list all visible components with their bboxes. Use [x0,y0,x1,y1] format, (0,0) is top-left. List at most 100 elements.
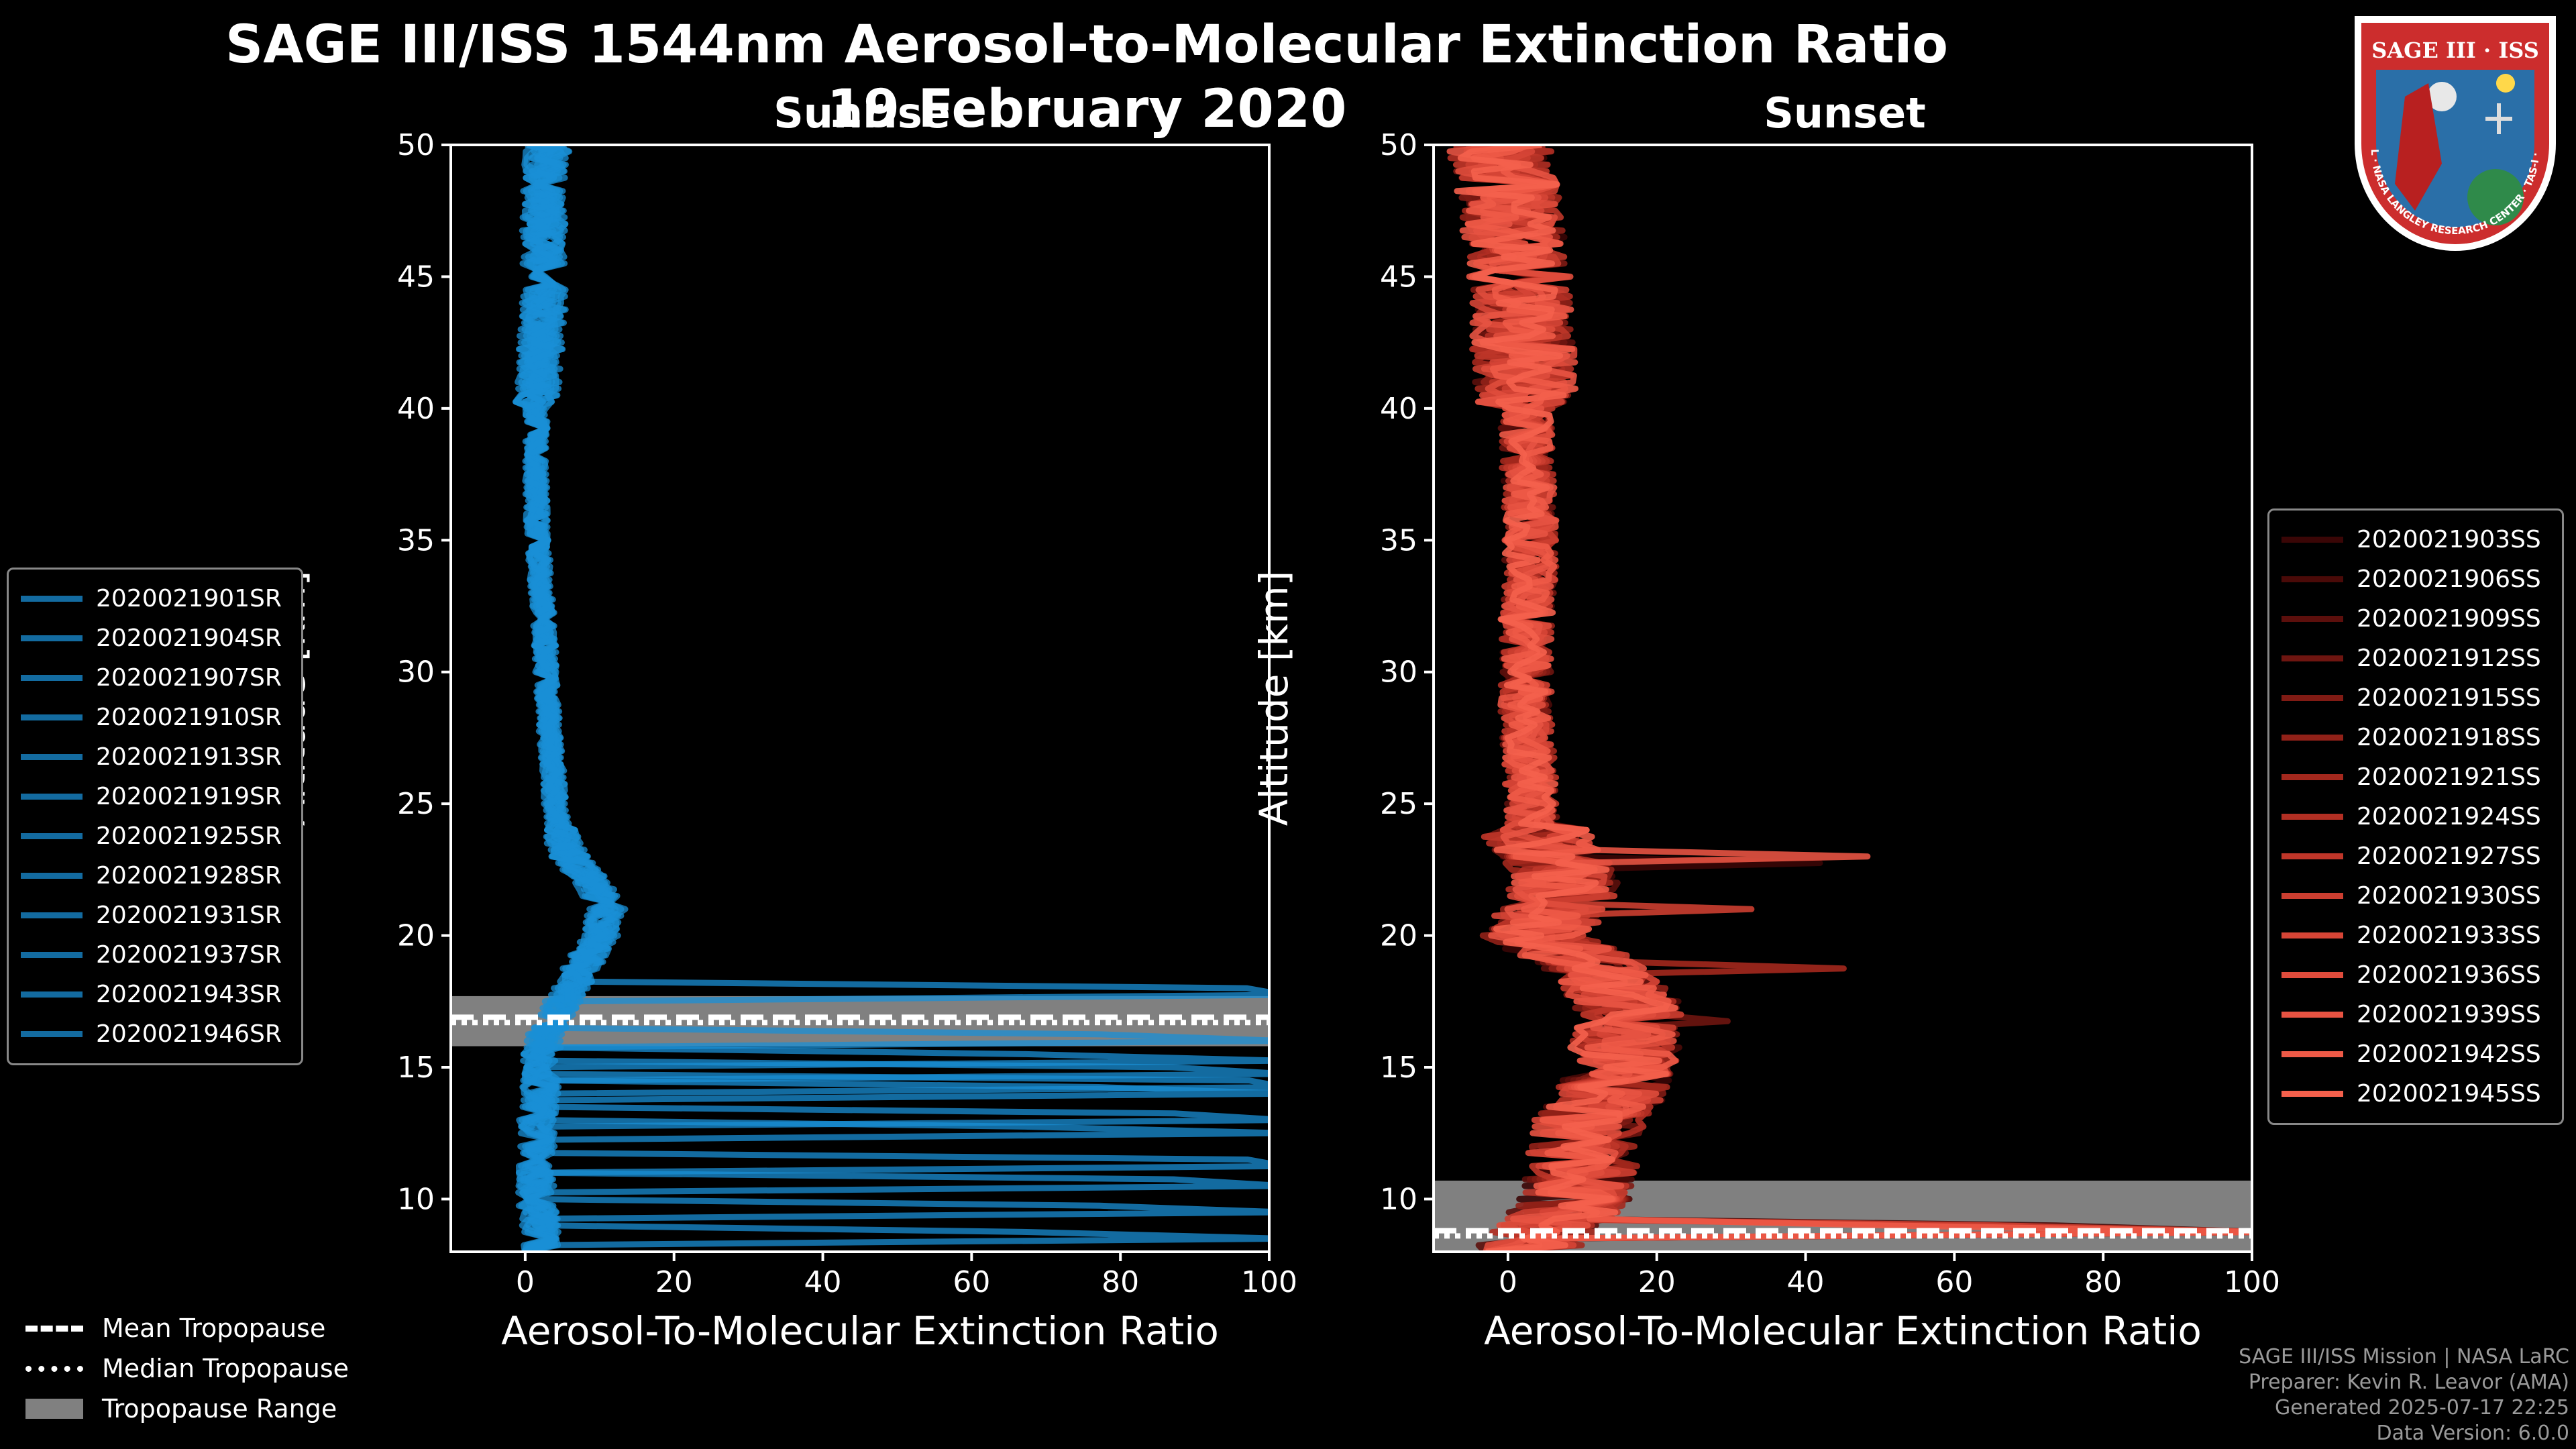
plot-frame [1432,144,2253,1253]
legend-median-tropopause-label: Median Tropopause [102,1354,349,1383]
legend-item-2020021943SR: 2020021943SR [21,975,289,1014]
series-line-2020021942SS [1464,145,2252,1252]
legend-swatch [21,635,83,641]
legend-swatch [2282,814,2343,820]
main-title: SAGE III/ISS 1544nm Aerosol-to-Molecular… [225,15,1948,75]
legend-swatch [2282,853,2343,859]
y-tick-label: 40 [1380,392,1417,426]
sunset-legend: 2020021903SS 2020021906SS 2020021909SS 2020… [2267,508,2564,1125]
sunset-panel-title: Sunset [1764,89,1926,138]
legend-label: 2020021910SR [96,704,282,731]
y-tick-label: 50 [1380,128,1417,162]
legend-median-tropopause: Median Tropopause [25,1348,349,1389]
sunrise-chart: 0 20 40 60 80 100 10 15 20 25 30 35 40 45 50 Aerosol-To… [268,128,1297,1354]
y-tick-label: 35 [1380,523,1417,557]
legend-item-2020021939SS: 2020021939SS [2282,995,2550,1034]
legend-swatch [2282,774,2343,780]
legend-label: 2020021925SR [96,822,282,850]
sunrise-legend: 2020021901SR 2020021904SR 2020021907SR 2020… [7,568,303,1065]
legend-item-2020021912SS: 2020021912SS [2282,639,2550,678]
y-tick-label: 50 [397,128,435,162]
x-tick-label: 20 [655,1265,693,1299]
legend-swatch [2282,972,2343,978]
legend-item-2020021921SS: 2020021921SS [2282,757,2550,797]
legend-label: 2020021913SR [96,743,282,771]
y-tick-label: 10 [1380,1182,1417,1216]
logo-sun-icon [2496,74,2515,93]
logo-figure-icon [2395,83,2442,211]
x-tick-label: 60 [953,1265,990,1299]
sunset-chart: 0 20 40 60 80 100 10 15 20 25 30 35 40 45 50 Aerosol-To… [1251,128,2280,1354]
legend-swatch [2282,695,2343,701]
legend-swatch [21,1031,83,1037]
x-axis-label: Aerosol-To-Molecular Extinction Ratio [1484,1308,2202,1354]
legend-swatch [2282,735,2343,741]
legend-item-2020021942SS: 2020021942SS [2282,1034,2550,1074]
x-axis-label: Aerosol-To-Molecular Extinction Ratio [501,1308,1219,1354]
x-tick-label: 80 [1102,1265,1139,1299]
legend-item-2020021924SS: 2020021924SS [2282,797,2550,837]
legend-swatch [2282,1051,2343,1057]
legend-swatch [21,833,83,839]
y-tick-label: 45 [1380,260,1417,294]
legend-label: 2020021930SS [2357,882,2541,910]
legend-label: 2020021918SS [2357,724,2541,751]
legend-item-2020021904SR: 2020021904SR [21,619,289,658]
legend-label: 2020021933SS [2357,922,2541,949]
legend-swatch [2282,576,2343,582]
x-tick-label: 0 [516,1265,535,1299]
legend-label: 2020021915SS [2357,684,2541,712]
y-tick-label: 30 [397,655,435,690]
legend-label: 2020021931SR [96,902,282,929]
logo-moon-icon [2427,82,2457,111]
legend-label: 2020021903SS [2357,526,2541,553]
y-tick-label: 15 [397,1051,435,1085]
series-group [1446,145,2252,1252]
legend-swatch [2282,655,2343,661]
legend-item-2020021906SS: 2020021906SS [2282,559,2550,599]
legend-label: 2020021909SS [2357,605,2541,633]
legend-label: 2020021928SR [96,862,282,890]
legend-swatch [21,873,83,879]
series-group [512,145,1269,1252]
legend-item-2020021903SS: 2020021903SS [2282,520,2550,559]
legend-label: 2020021939SS [2357,1001,2541,1028]
sage-iss-mission-logo: SAGE III · ISS BALL · NASA LANGLEY RESEA… [2341,9,2556,251]
legend-label: 2020021945SS [2357,1080,2541,1108]
legend-item-2020021927SS: 2020021927SS [2282,837,2550,876]
x-tick-label: 40 [804,1265,842,1299]
y-tick-label: 15 [1380,1051,1417,1085]
plot-frame [449,144,1271,1253]
legend-item-2020021931SR: 2020021931SR [21,896,289,935]
legend-label: 2020021937SR [96,941,282,969]
series-line-2020021945SS [1454,145,1678,1252]
legend-label: 2020021906SS [2357,566,2541,593]
y-tick-label: 10 [397,1182,435,1216]
dashed-line-swatch [25,1325,83,1332]
legend-label: 2020021921SS [2357,763,2541,791]
legend-swatch [2282,616,2343,622]
credit-version: Data Version: 6.0.0 [2376,1421,2569,1445]
legend-label: 2020021904SR [96,625,282,652]
legend-label: 2020021901SR [96,585,282,612]
legend-swatch [21,675,83,681]
legend-swatch [21,952,83,958]
credits-block: SAGE III/ISS Mission | NASA LaRC Prepare… [2239,1344,2569,1446]
legend-swatch [21,754,83,760]
legend-label: 2020021943SR [96,981,282,1008]
legend-item-2020021913SR: 2020021913SR [21,737,289,777]
legend-item-2020021928SR: 2020021928SR [21,856,289,896]
legend-item-2020021946SR: 2020021946SR [21,1014,289,1054]
credit-preparer: Preparer: Kevin R. Leavor (AMA) [2248,1371,2569,1394]
credit-mission: SAGE III/ISS Mission | NASA LaRC [2239,1345,2569,1368]
legend-item-2020021933SS: 2020021933SS [2282,916,2550,955]
legend-item-2020021918SS: 2020021918SS [2282,718,2550,757]
legend-mean-tropopause-label: Mean Tropopause [102,1313,326,1343]
legend-label: 2020021924SS [2357,803,2541,830]
band-swatch [25,1399,83,1419]
legend-swatch [21,596,83,602]
legend-label: 2020021927SS [2357,843,2541,870]
legend-item-2020021937SR: 2020021937SR [21,935,289,975]
logo-station-truss [2497,103,2501,134]
legend-swatch [21,714,83,720]
